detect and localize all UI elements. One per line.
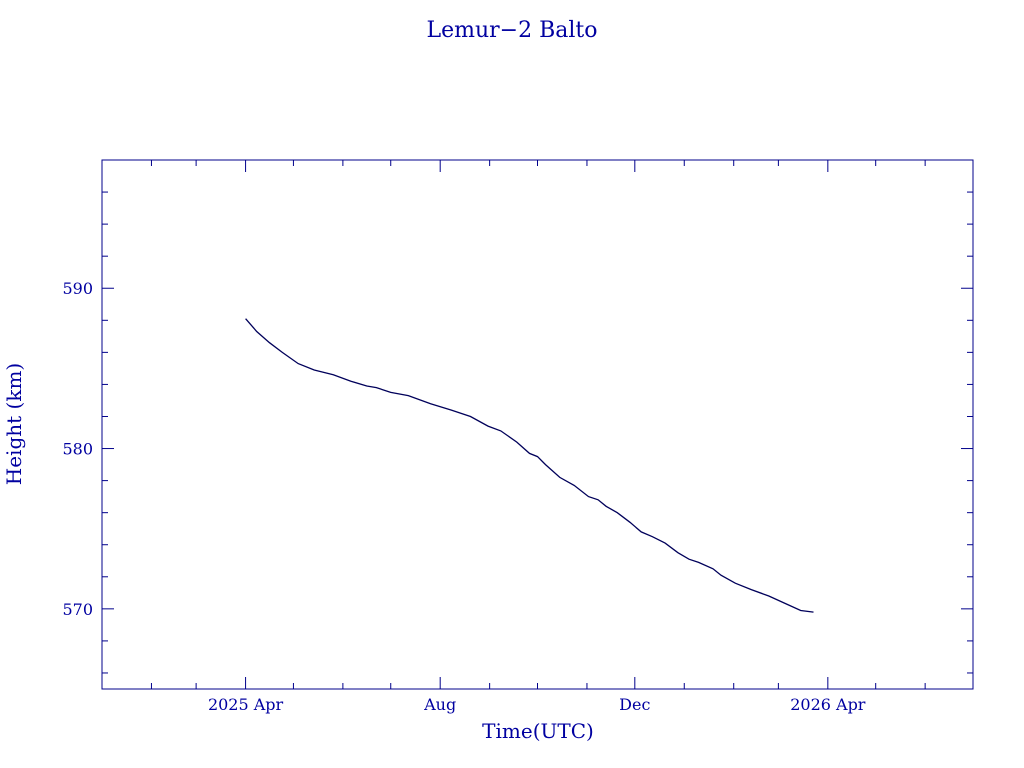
x-tick-label: Dec: [619, 695, 650, 714]
y-tick-label: 590: [62, 279, 93, 298]
x-tick-label: 2026 Apr: [790, 695, 866, 714]
axis-tick-labels: 570 580 590 2025 Apr Aug Dec 2026 Apr: [62, 279, 865, 714]
chart-title: Lemur−2 Balto: [426, 18, 597, 43]
y-tick-label: 570: [62, 600, 93, 619]
y-axis-title: Height (km): [2, 363, 26, 485]
x-axis-title: Time(UTC): [482, 719, 594, 743]
series-line-height: [245, 318, 814, 613]
plot-frame: [101, 159, 974, 690]
y-tick-label: 580: [62, 440, 93, 459]
x-tick-label: Aug: [423, 695, 456, 714]
x-tick-label: 2025 Apr: [208, 695, 284, 714]
axis-ticks: [102, 159, 973, 689]
